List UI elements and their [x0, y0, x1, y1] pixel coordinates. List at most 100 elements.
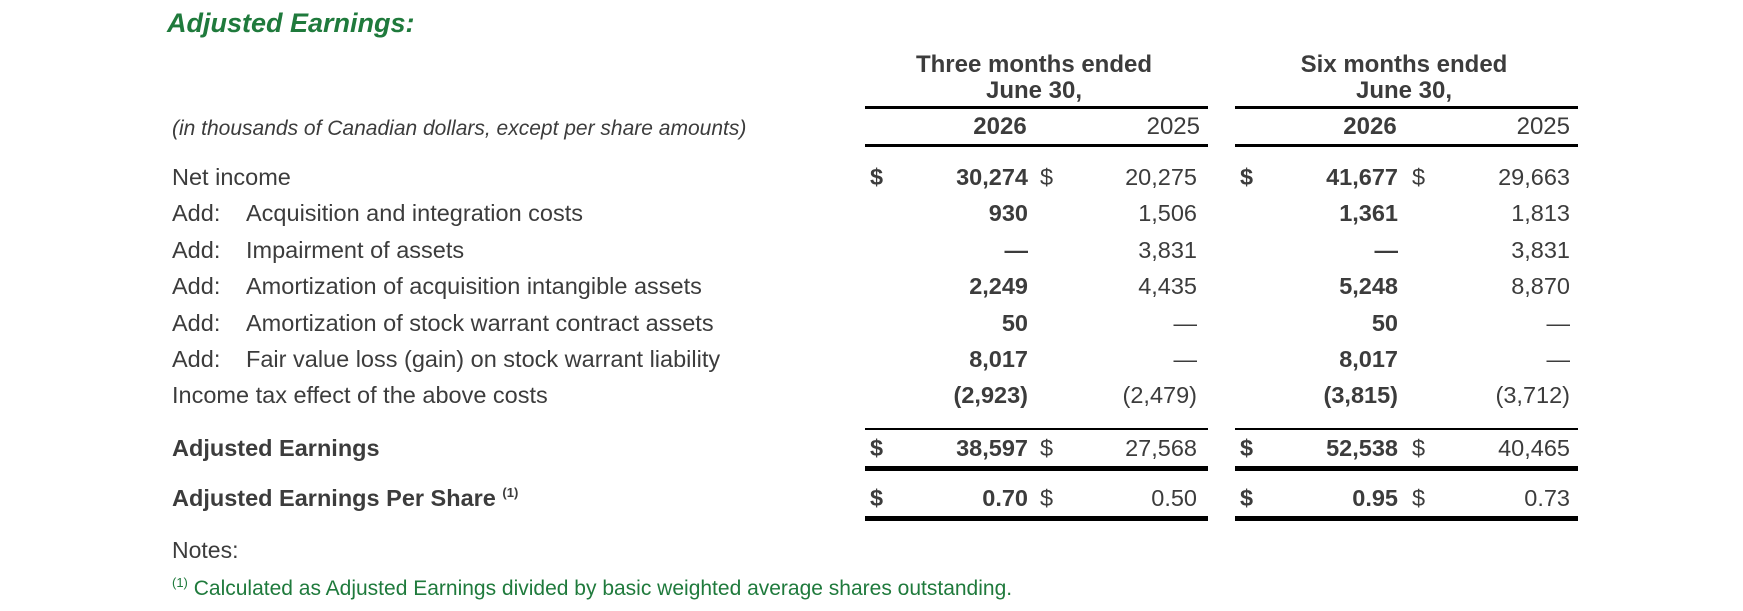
dollar-sign: $ — [1040, 164, 1054, 190]
dollar-sign: $ — [870, 485, 884, 511]
row-label-text: Fair value loss (gain) on stock warrant … — [246, 346, 721, 372]
dollar-sign: $ — [1040, 485, 1054, 511]
value-six-prior: — — [1546, 346, 1571, 372]
dollar-sign: $ — [1412, 435, 1426, 461]
value-six-prior: 3,831 — [1511, 237, 1570, 263]
value-three-prior: 20,275 — [1125, 164, 1197, 190]
dollar-sign: $ — [870, 164, 884, 190]
row-label-text: Acquisition and integration costs — [246, 200, 584, 226]
table-row: Add: Amortization of acquisition intangib… — [0, 273, 1743, 307]
total-footnote-marker: (1) — [502, 485, 519, 501]
value-six-current: 50 — [1371, 310, 1398, 336]
value-three-current: 0.70 — [982, 485, 1028, 511]
header-top-rule-three — [865, 106, 1208, 109]
row-label-text: Impairment of assets — [246, 237, 465, 263]
total-row: Adjusted Earnings $ $ $ $38,597 27,568 52,538… — [0, 435, 1743, 469]
value-three-prior: 0.50 — [1151, 485, 1197, 511]
year-header-six-prior: 2025 — [1516, 113, 1570, 140]
six-months-header-line2: June 30, — [1355, 77, 1453, 104]
value-six-current: 52,538 — [1326, 435, 1398, 461]
row-label: Net income — [172, 164, 291, 191]
table-row: Add: Acquisition and integration costs 930… — [0, 200, 1743, 234]
table-row: Net income $ $ $ $30,274 20,275 41,677 29,663 — [0, 164, 1743, 198]
footnote-marker: (1) — [172, 575, 188, 590]
table-row: Add: Fair value loss (gain) on stock warr… — [0, 346, 1743, 380]
three-months-header-line1: Three months ended — [915, 51, 1153, 78]
value-three-prior: 3,831 — [1138, 237, 1197, 263]
dollar-sign: $ — [1412, 485, 1426, 511]
row-prefix: Add: — [172, 346, 221, 372]
header-bottom-rule-six — [1235, 144, 1578, 147]
value-three-prior: 27,568 — [1125, 435, 1197, 461]
value-three-current: 30,274 — [956, 164, 1028, 190]
value-six-prior: 29,663 — [1498, 164, 1570, 190]
six-months-header-line1: Six months ended — [1300, 51, 1508, 78]
value-three-prior: 1,506 — [1138, 200, 1197, 226]
value-six-prior: 8,870 — [1511, 273, 1570, 299]
subtotal-rule-six — [1235, 428, 1578, 430]
total-label: Adjusted Earnings — [172, 435, 380, 462]
value-six-prior: — — [1546, 310, 1571, 336]
eps-double-rule-three — [865, 516, 1208, 521]
total-label: Adjusted Earnings Per Share (1) — [172, 485, 518, 512]
row-prefix: Add: — [172, 273, 221, 299]
year-header-three-prior: 2025 — [1146, 113, 1200, 140]
row-label-text: Income tax effect of the above costs — [172, 382, 548, 408]
value-six-current: (3,815) — [1323, 382, 1398, 408]
three-months-header-line2: June 30, — [985, 77, 1083, 104]
header-bottom-rule-three — [865, 144, 1208, 147]
total-row: Adjusted Earnings Per Share (1) $ $ $ $0.70 0… — [0, 485, 1743, 519]
total-label-text: Adjusted Earnings — [172, 435, 380, 461]
value-six-current: 0.95 — [1352, 485, 1398, 511]
row-label: Income tax effect of the above costs — [172, 382, 548, 409]
notes-label: Notes: — [172, 537, 239, 563]
value-six-prior: 1,813 — [1511, 200, 1570, 226]
dollar-sign: $ — [1412, 164, 1426, 190]
row-label: Add: Fair value loss (gain) on stock warr… — [172, 346, 720, 373]
units-subtitle: (in thousands of Canadian dollars, excep… — [172, 117, 747, 140]
row-prefix: Add: — [172, 310, 221, 336]
dollar-sign: $ — [1240, 435, 1254, 461]
section-title: Adjusted Earnings: — [167, 8, 415, 38]
value-six-current: 1,361 — [1339, 200, 1398, 226]
year-header-three-current: 2026 — [973, 113, 1027, 140]
table-row: Add: Amortization of stock warrant contra… — [0, 310, 1743, 344]
table-row: Income tax effect of the above costs (2,9… — [0, 382, 1743, 416]
value-three-current: 50 — [1001, 310, 1028, 336]
total-label-text: Adjusted Earnings Per Share — [172, 485, 496, 511]
value-three-current: — — [1004, 237, 1029, 263]
row-prefix: Add: — [172, 200, 221, 226]
six-months-header: Six months ended June 30, — [1236, 52, 1572, 104]
footnote-text: Calculated as Adjusted Earnings divided … — [193, 577, 1013, 600]
value-six-current: 8,017 — [1339, 346, 1398, 372]
value-three-current: 930 — [988, 200, 1028, 226]
total-double-rule-six — [1235, 466, 1578, 471]
value-three-current: 8,017 — [969, 346, 1028, 372]
row-label: Add: Acquisition and integration costs — [172, 200, 583, 227]
row-label: Add: Amortization of acquisition intangib… — [172, 273, 702, 300]
value-three-current: 2,249 — [969, 273, 1028, 299]
three-months-header: Three months ended June 30, — [866, 52, 1202, 104]
row-label: Add: Impairment of assets — [172, 237, 464, 264]
value-six-prior: (3,712) — [1495, 382, 1570, 408]
value-three-prior: (2,479) — [1122, 382, 1197, 408]
subtotal-rule-three — [865, 428, 1208, 430]
table-row: Add: Impairment of assets — 3,831 — 3,831 — [0, 237, 1743, 271]
row-label-text: Amortization of stock warrant contract a… — [246, 310, 714, 336]
header-top-rule-six — [1235, 106, 1578, 109]
year-header-six-current: 2026 — [1343, 113, 1397, 140]
value-six-prior: 40,465 — [1498, 435, 1570, 461]
row-label: Add: Amortization of stock warrant contra… — [172, 310, 714, 337]
footnote: (1) Calculated as Adjusted Earnings divi… — [172, 575, 1012, 601]
value-three-current: 38,597 — [956, 435, 1028, 461]
value-six-current: — — [1374, 237, 1399, 263]
dollar-sign: $ — [1240, 164, 1254, 190]
total-double-rule-three — [865, 466, 1208, 471]
row-prefix: Add: — [172, 237, 221, 263]
value-six-prior: 0.73 — [1524, 485, 1570, 511]
value-three-prior: — — [1173, 310, 1198, 336]
eps-double-rule-six — [1235, 516, 1578, 521]
dollar-sign: $ — [870, 435, 884, 461]
dollar-sign: $ — [1040, 435, 1054, 461]
value-six-current: 41,677 — [1326, 164, 1398, 190]
